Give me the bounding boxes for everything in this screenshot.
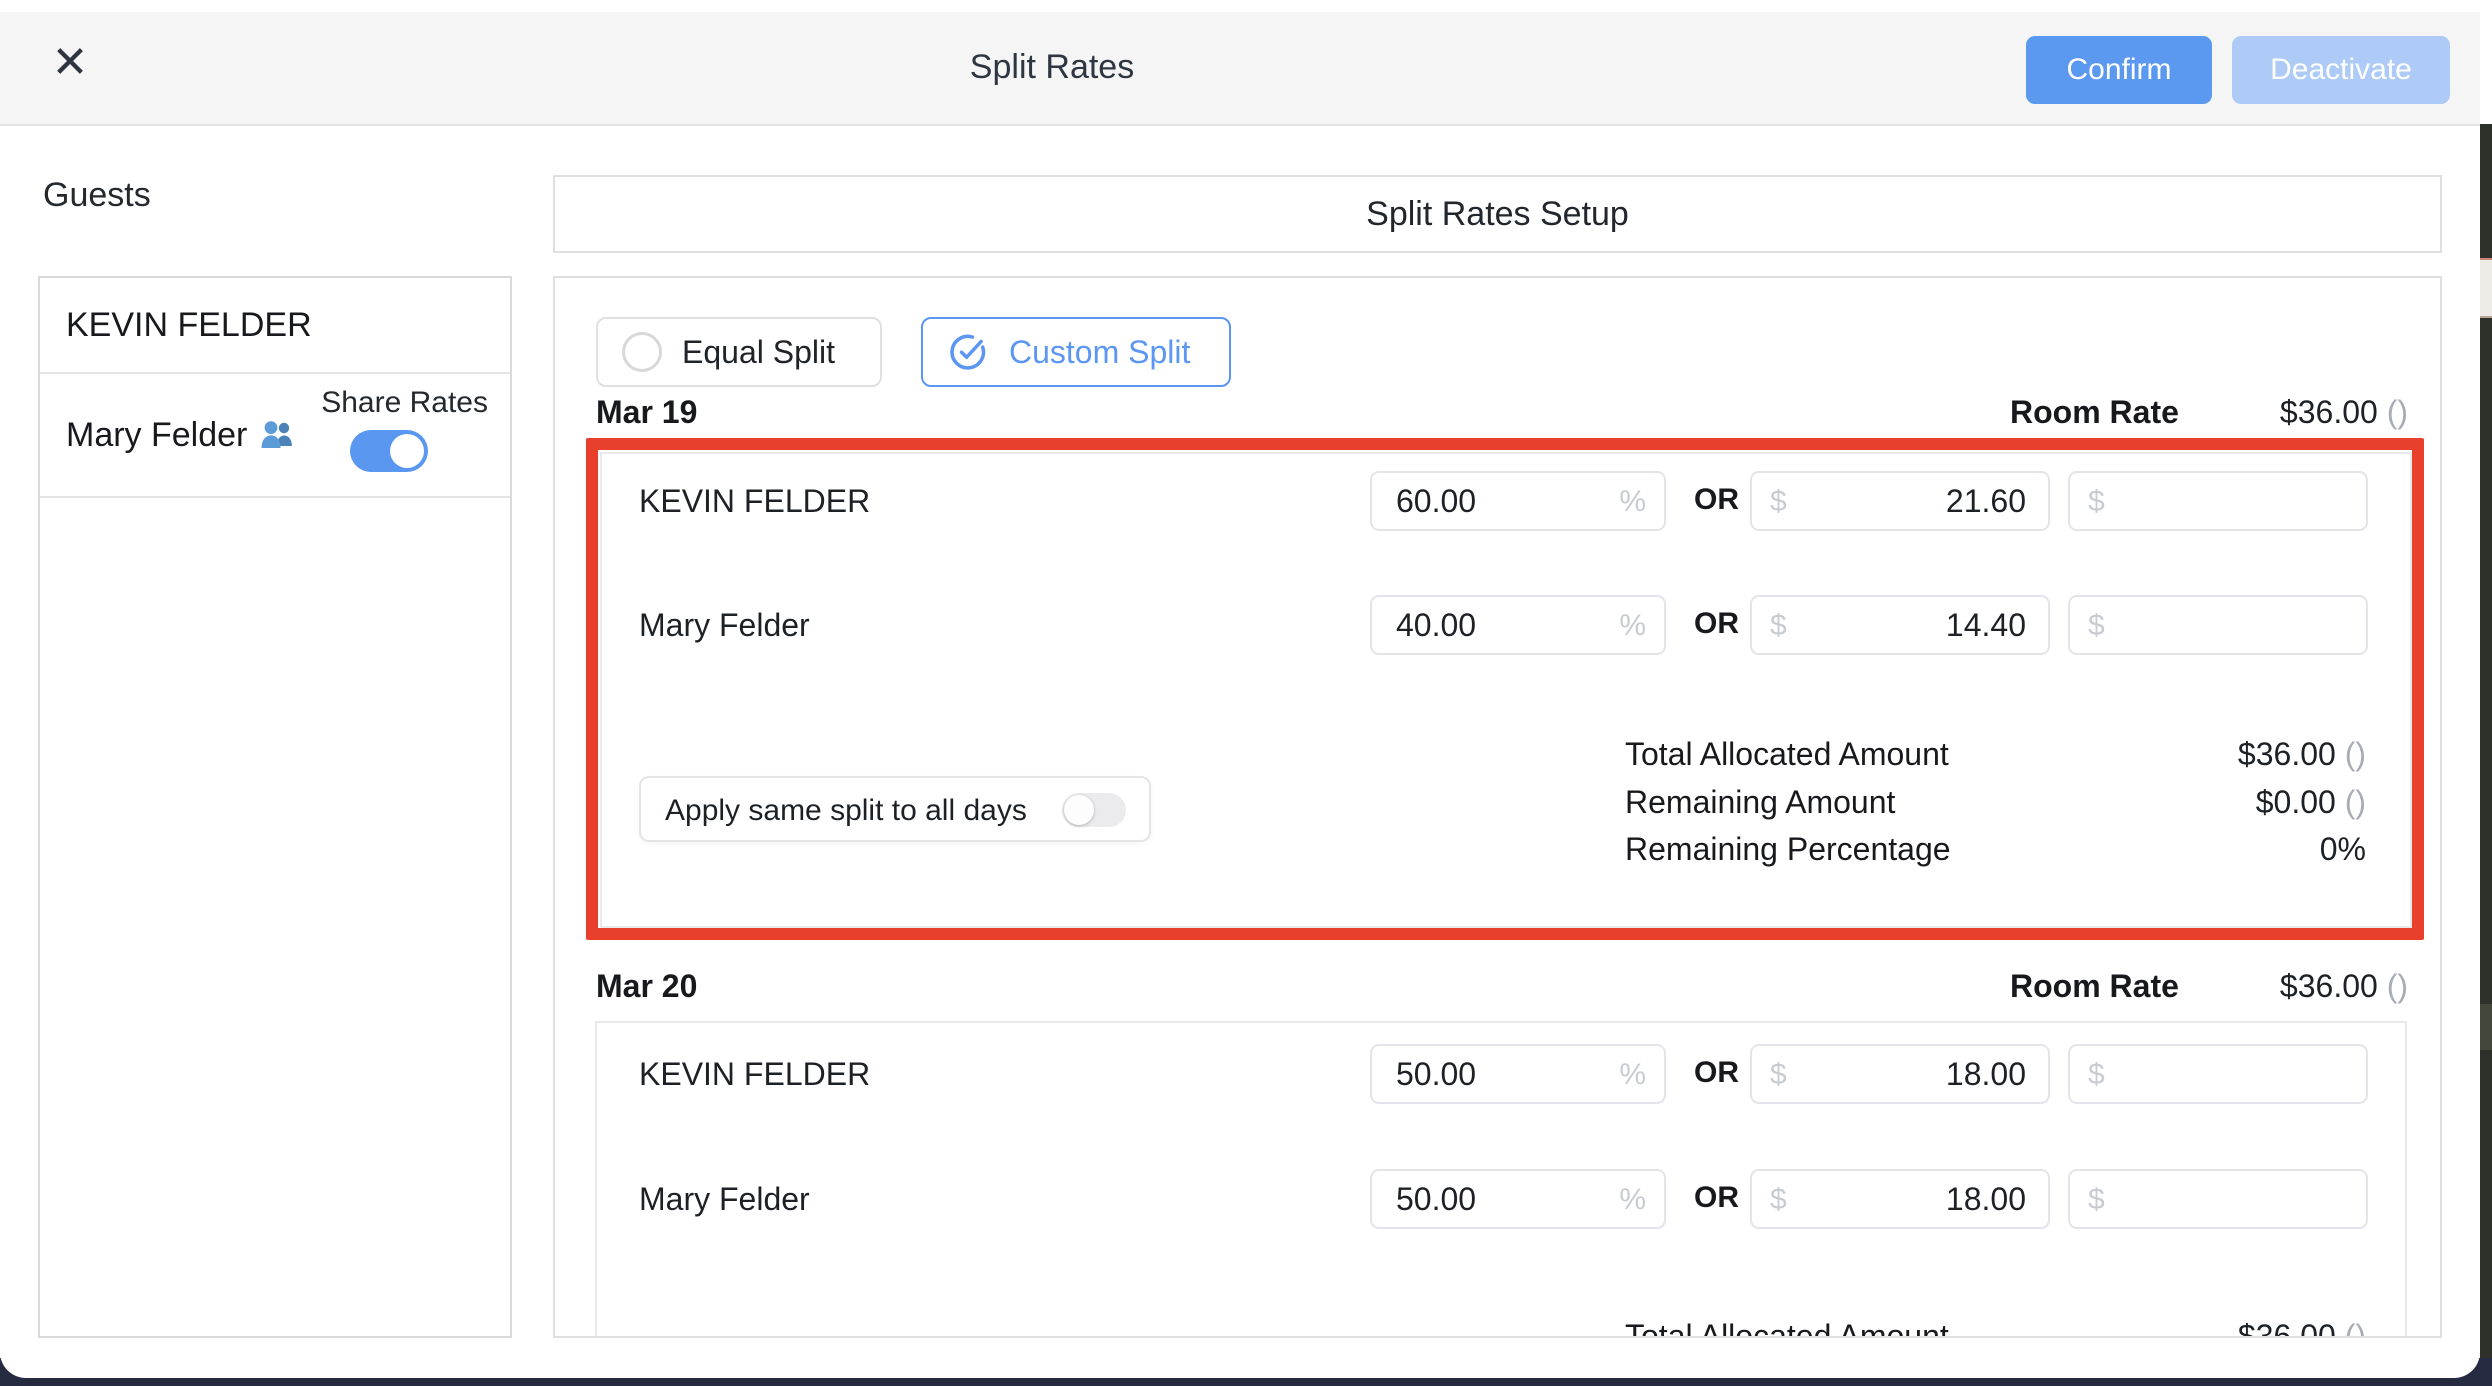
percent-input[interactable] [1372, 1171, 1664, 1227]
extra-amount-input[interactable] [2070, 473, 2366, 529]
amount-input[interactable] [1752, 473, 2048, 529]
or-label: OR [1694, 1056, 1739, 1089]
total-allocated-label: Total Allocated Amount [1625, 736, 1949, 772]
extra-amount-field: $ [2068, 1169, 2368, 1229]
extra-amount-input[interactable] [2070, 597, 2366, 653]
dollar-prefix: $ [1770, 1058, 1787, 1091]
percent-field: % [1370, 1169, 1666, 1229]
primary-guest-name: KEVIN FELDER [66, 305, 312, 344]
total-allocated-label: Total Allocated Amount [1625, 1318, 1949, 1338]
toggle-knob [1064, 795, 1094, 825]
custom-split-button[interactable]: Custom Split [921, 317, 1231, 387]
day-date: Mar 19 [596, 394, 698, 430]
total-allocated-value: $36.00 () [2237, 1318, 2366, 1338]
guest-row-primary[interactable]: KEVIN FELDER [40, 278, 510, 374]
extra-amount-field: $ [2068, 595, 2368, 655]
deactivate-button[interactable]: Deactivate [2232, 36, 2450, 104]
dollar-prefix: $ [2088, 609, 2105, 642]
guest-row-secondary[interactable]: Mary Felder Share Rates [40, 374, 510, 498]
percent-field: % [1370, 1044, 1666, 1104]
percent-suffix: % [1619, 609, 1646, 642]
close-icon[interactable]: ✕ [51, 37, 89, 87]
day-date: Mar 20 [596, 968, 698, 1004]
apply-all-days-toggle[interactable] [1062, 793, 1126, 827]
room-rate-value: $36.00 () [2279, 394, 2408, 430]
setup-title: Split Rates Setup [553, 175, 2442, 253]
radio-unchecked-icon [622, 332, 662, 372]
room-rate-suffix: () [2386, 394, 2408, 430]
split-row-guest-name: KEVIN FELDER [639, 483, 871, 519]
page-title: Split Rates [969, 47, 1135, 86]
toggle-knob [389, 434, 424, 468]
equal-split-label: Equal Split [682, 333, 835, 370]
split-setup-panel: Equal Split Custom Split Mar 19 Room Rat… [553, 276, 2442, 1338]
background-page-right-edge [2480, 124, 2492, 1386]
split-row-guest-name: Mary Felder [639, 607, 810, 643]
dollar-prefix: $ [2088, 1183, 2105, 1216]
amount-field: $ [1750, 471, 2050, 531]
percent-field: % [1370, 471, 1666, 531]
share-rates-toggle[interactable] [349, 430, 428, 472]
apply-all-days-box: Apply same split to all days [639, 776, 1151, 842]
room-rate-label: Room Rate [2010, 394, 2179, 430]
percent-input[interactable] [1372, 597, 1664, 653]
percent-input[interactable] [1372, 1046, 1664, 1102]
amount-field: $ [1750, 595, 2050, 655]
amount-input[interactable] [1752, 1046, 2048, 1102]
people-icon [261, 420, 293, 448]
remaining-amount-label: Remaining Amount [1625, 784, 1896, 820]
dollar-prefix: $ [2088, 485, 2105, 518]
split-row-guest-name: Mary Felder [639, 1181, 810, 1217]
amount-input[interactable] [1752, 1171, 2048, 1227]
remaining-amount-value: $0.00 () [2255, 784, 2366, 820]
apply-all-days-label: Apply same split to all days [665, 794, 1027, 827]
modal-header: ✕ Split Rates Confirm Deactivate [0, 12, 2480, 126]
extra-amount-field: $ [2068, 471, 2368, 531]
background-patch [2480, 1004, 2492, 1050]
custom-split-label: Custom Split [1009, 333, 1191, 370]
extra-amount-field: $ [2068, 1044, 2368, 1104]
or-label: OR [1694, 1181, 1739, 1214]
room-rate-suffix: () [2386, 968, 2408, 1004]
extra-amount-input[interactable] [2070, 1171, 2366, 1227]
dollar-prefix: $ [2088, 1058, 2105, 1091]
dollar-prefix: $ [1770, 485, 1787, 518]
total-allocated-value: $36.00 () [2237, 736, 2366, 772]
room-rate-value: $36.00 () [2279, 968, 2408, 1004]
guest-list: KEVIN FELDER Mary Felder Share Rates [38, 276, 512, 1338]
check-circle-icon [950, 334, 986, 370]
share-rates-label: Share Rates [321, 386, 488, 419]
remaining-percentage-value: 0% [2319, 831, 2366, 867]
split-row-guest-name: KEVIN FELDER [639, 1056, 871, 1092]
amount-field: $ [1750, 1044, 2050, 1104]
remaining-percentage-label: Remaining Percentage [1625, 831, 1951, 867]
guests-heading: Guests [43, 176, 151, 214]
amount-field: $ [1750, 1169, 2050, 1229]
percent-field: % [1370, 595, 1666, 655]
amount-input[interactable] [1752, 597, 2048, 653]
room-rate-label: Room Rate [2010, 968, 2179, 1004]
dollar-prefix: $ [1770, 1183, 1787, 1216]
dollar-prefix: $ [1770, 609, 1787, 642]
or-label: OR [1694, 607, 1739, 640]
day-section-mar19 [600, 452, 2412, 928]
secondary-guest-name: Mary Felder [66, 416, 248, 454]
percent-suffix: % [1619, 1058, 1646, 1091]
confirm-button[interactable]: Confirm [2026, 36, 2212, 104]
percent-suffix: % [1619, 485, 1646, 518]
equal-split-button[interactable]: Equal Split [596, 317, 882, 387]
or-label: OR [1694, 483, 1739, 516]
percent-input[interactable] [1372, 473, 1664, 529]
extra-amount-input[interactable] [2070, 1046, 2366, 1102]
background-patch [2480, 258, 2492, 318]
percent-suffix: % [1619, 1183, 1646, 1216]
